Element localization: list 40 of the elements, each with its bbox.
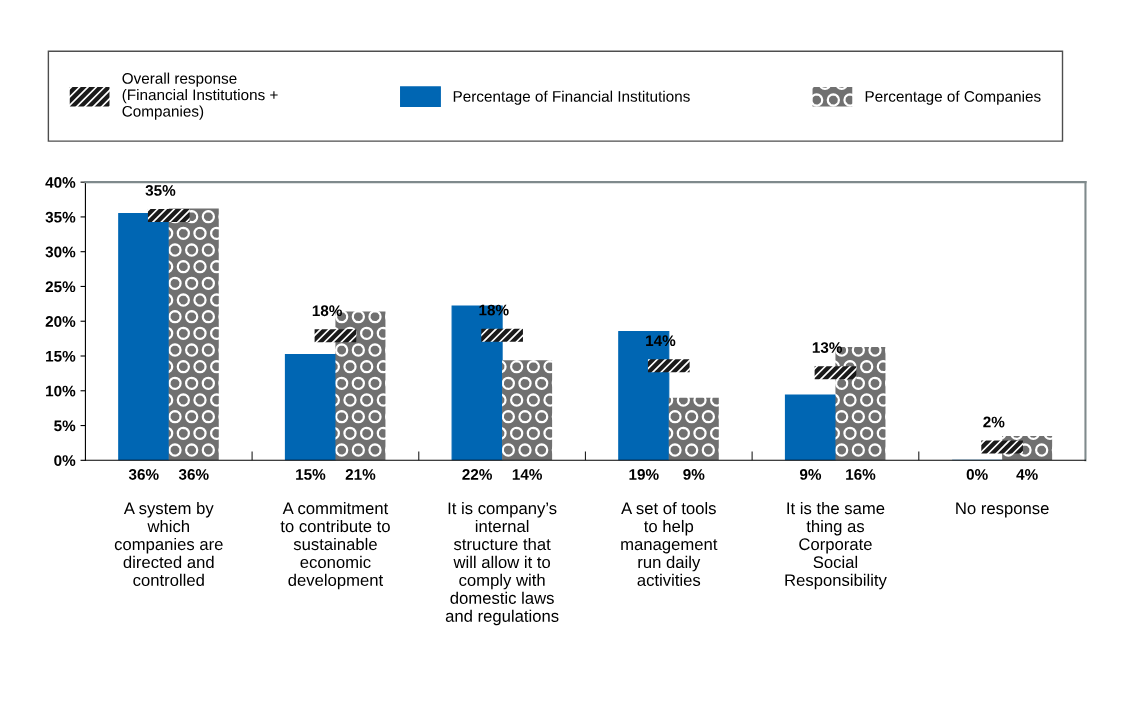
- y-tick-label: 40%: [45, 177, 76, 188]
- y-tick-label: 10%: [46, 385, 76, 397]
- y-tick-label: 0%: [54, 455, 76, 466]
- data-label: 14%: [512, 469, 542, 480]
- y-tick-label: 35%: [45, 211, 76, 223]
- bar: [118, 212, 170, 461]
- bar: [284, 354, 336, 461]
- legend-label: Percentage of Companies: [865, 90, 1041, 105]
- x-tick-label: No response: [956, 502, 1049, 518]
- y-tick-label: 30%: [45, 246, 76, 258]
- y-tick-label: 5%: [54, 420, 76, 432]
- data-label: 9%: [799, 469, 822, 480]
- x-tick-label: A set of tools to help management run daily activities: [621, 501, 718, 587]
- data-label: 18%: [312, 305, 342, 317]
- data-label: 16%: [846, 469, 876, 480]
- x-tick-label: It is the same thing as Corporate Social Responsibility: [785, 501, 887, 590]
- data-label: 9%: [683, 469, 705, 480]
- data-label: 0%: [966, 469, 988, 480]
- x-tick-label: A commitment to contribute to sustainable economic development: [280, 501, 390, 590]
- bar: [502, 360, 553, 461]
- data-label: 13%: [812, 342, 843, 354]
- data-label: 15%: [296, 469, 326, 480]
- y-tick-label: 25%: [45, 281, 76, 293]
- data-label: 22%: [462, 469, 492, 480]
- data-label: 4%: [1016, 469, 1038, 480]
- data-label: 21%: [345, 469, 376, 480]
- bar: [168, 208, 219, 461]
- legend-label: Overall response (Financial Institutions + Companies): [122, 72, 278, 120]
- data-label: 2%: [983, 416, 1005, 428]
- data-label: 35%: [145, 185, 176, 196]
- x-tick-label: A system by which companies are directed and controlled: [114, 501, 223, 587]
- bar: [784, 394, 837, 461]
- data-label: 36%: [178, 469, 209, 480]
- legend-label: Percentage of Financial Institutions: [453, 90, 690, 105]
- x-tick-label: It is company’s internal structure that will allow it to comply with domestic laws and regulations: [445, 501, 559, 626]
- data-label: 19%: [629, 469, 659, 480]
- y-tick-label: 20%: [45, 316, 76, 327]
- y-tick-label: 15%: [46, 350, 76, 362]
- bar: [668, 397, 719, 461]
- data-label: 36%: [128, 469, 159, 480]
